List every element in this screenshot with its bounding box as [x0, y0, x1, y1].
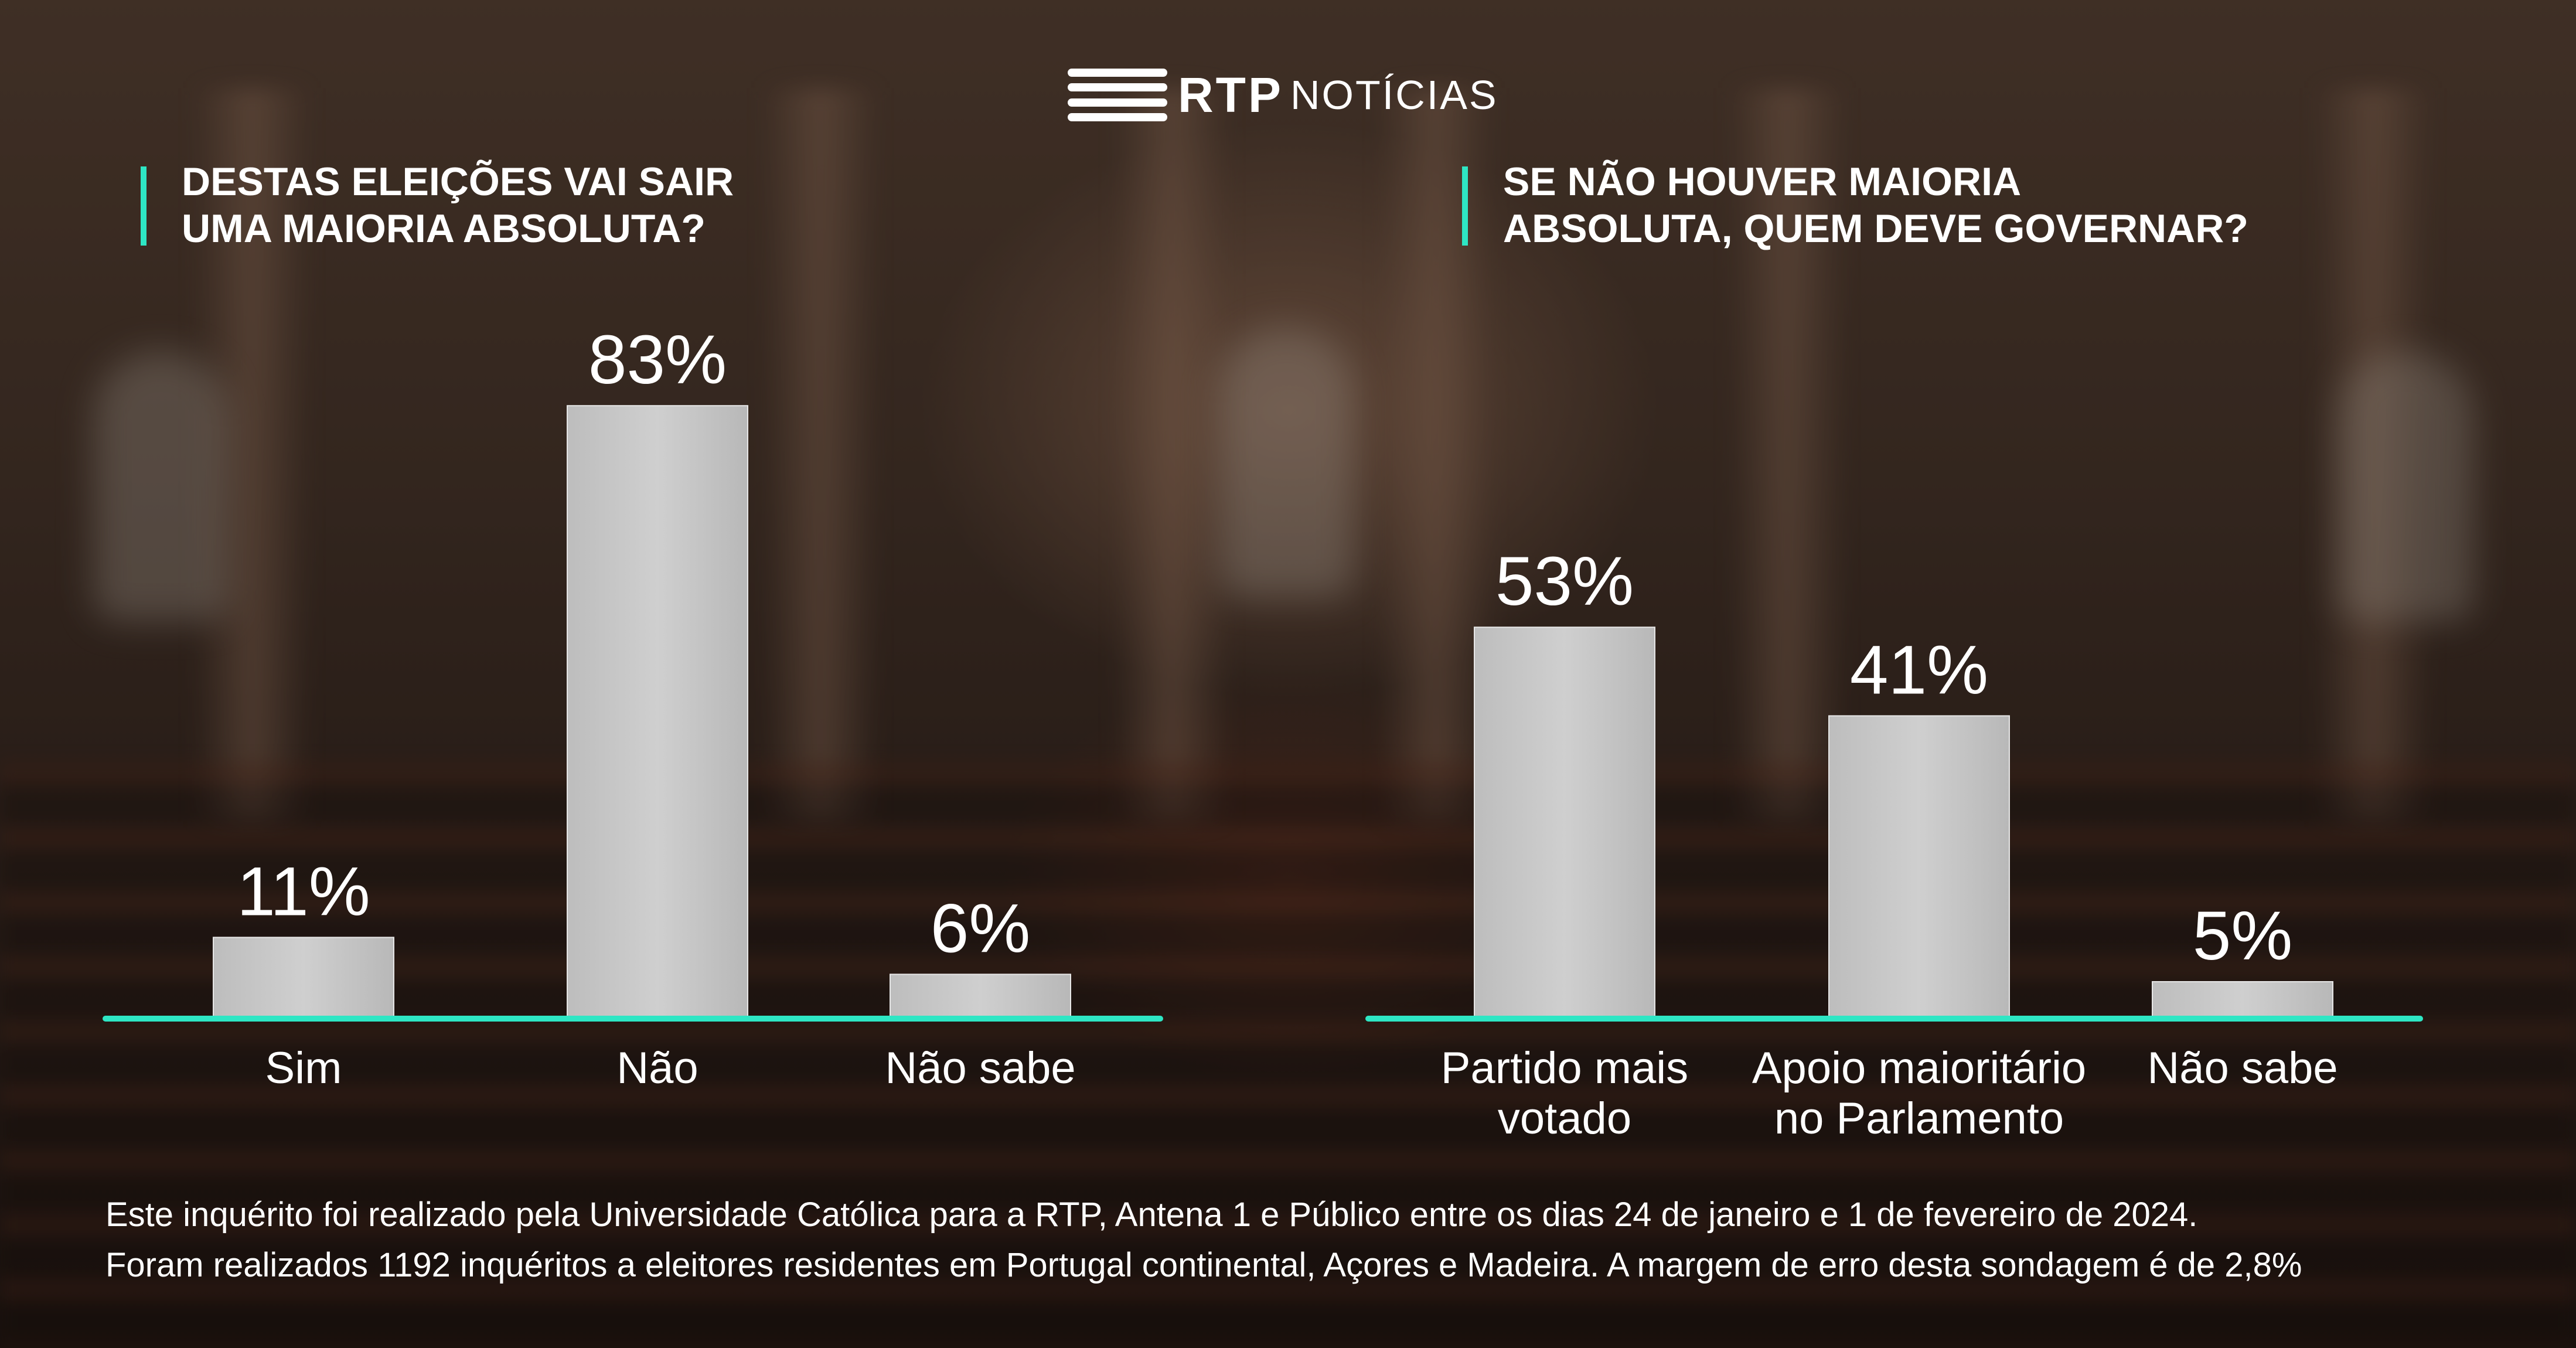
- chart-1-bar-3: [890, 973, 1071, 1020]
- chart-2-value-label-3: 5%: [2193, 897, 2293, 975]
- chart-1-title-line-2: UMA MAIORIA ABSOLUTA?: [182, 206, 706, 251]
- chart-1-category-label-1: Sim: [265, 1043, 342, 1093]
- chart-2-category-label-1: votado: [1498, 1094, 1631, 1143]
- chart-1-value-label-3: 6%: [931, 890, 1031, 967]
- chart-2-category-label-1: Partido mais: [1441, 1043, 1688, 1093]
- chart-1-bar-2: [567, 405, 748, 1020]
- chart-2-bar-3: [2152, 981, 2333, 1019]
- chart-2-category-label-2: Apoio maioritário: [1752, 1043, 2086, 1093]
- rtp-lines-icon: [1068, 69, 1167, 121]
- chart-1-category-label-3: Não sabe: [885, 1043, 1075, 1093]
- chart-1-bar-1: [213, 937, 394, 1020]
- title-accent-bar: [141, 166, 146, 246]
- chart-2-title-line-1: SE NÃO HOUVER MAIORIA: [1503, 159, 2022, 204]
- chart-2-title-line-2: ABSOLUTA, QUEM DEVE GOVERNAR?: [1503, 206, 2248, 251]
- survey-footnote: Este inquérito foi realizado pela Univer…: [105, 1190, 2302, 1291]
- chart-2-category-label-3: Não sabe: [2147, 1043, 2338, 1093]
- chart-2-value-label-2: 41%: [1850, 631, 1988, 709]
- rtp-noticias-logo: RTP NOTÍCIAS: [1068, 66, 1498, 124]
- footnote-line-2: Foram realizados 1192 inquéritos a eleit…: [105, 1246, 2302, 1284]
- chart-2-category-label-2: no Parlamento: [1774, 1094, 2064, 1143]
- chart-1-title-line-1: DESTAS ELEIÇÕES VAI SAIR: [182, 159, 734, 204]
- chart-2-title: SE NÃO HOUVER MAIORIA ABSOLUTA, QUEM DEV…: [1462, 158, 2248, 252]
- chart-1-value-label-2: 83%: [588, 321, 727, 399]
- logo-brand: RTP: [1178, 67, 1283, 122]
- chart-2-bar-2: [1828, 715, 2010, 1019]
- chart-1-value-label-1: 11%: [237, 853, 370, 930]
- title-accent-bar: [1462, 166, 1468, 246]
- chart-2-bar-1: [1474, 627, 1655, 1019]
- footnote-line-1: Este inquérito foi realizado pela Univer…: [105, 1196, 2198, 1234]
- logo-subtitle: NOTÍCIAS: [1290, 72, 1498, 118]
- chart-1-title: DESTAS ELEIÇÕES VAI SAIR UMA MAIORIA ABS…: [141, 158, 734, 252]
- chart-2-value-label-1: 53%: [1495, 543, 1634, 620]
- chart-1-category-label-2: Não: [616, 1043, 698, 1093]
